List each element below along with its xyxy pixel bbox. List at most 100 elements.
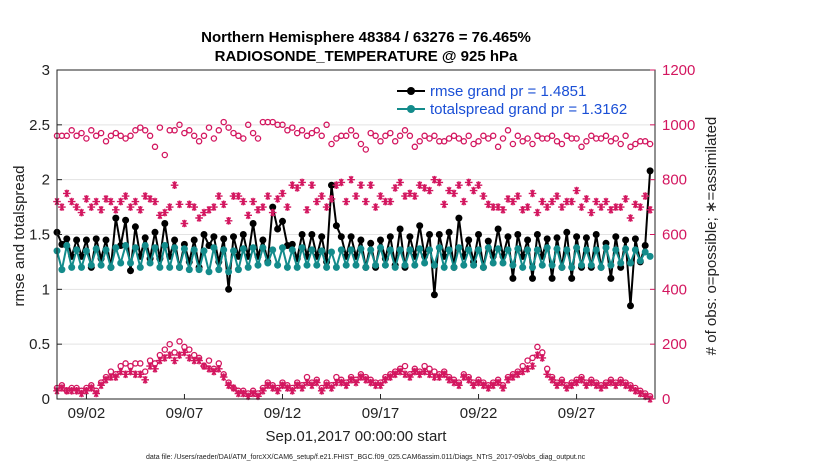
data-point-assimilated_obs [479, 192, 488, 200]
data-point-assimilated_obs_low [366, 378, 375, 387]
data-point-possible_obs [97, 129, 105, 137]
data-point-assimilated_obs [366, 181, 375, 189]
data-point-totalspread [416, 245, 424, 253]
data-point-assimilated_obs [616, 203, 625, 211]
data-point-assimilated_obs [357, 181, 365, 189]
data-point-rmse [288, 240, 296, 248]
data-point-rmse [347, 233, 355, 241]
data-point-totalspread [112, 244, 120, 252]
left-tick-label: 1 [42, 281, 50, 298]
data-point-assimilated_obs [141, 192, 149, 200]
data-point-assimilated_obs_low [58, 384, 66, 392]
left-tick-label: 3 [42, 62, 50, 79]
data-point-possible_obs [475, 138, 482, 145]
data-point-totalspread [220, 246, 228, 254]
data-point-possible_obs [450, 132, 458, 140]
data-point-assimilated_obs [126, 203, 135, 211]
data-point-totalspread [475, 246, 482, 254]
data-point-assimilated_obs_low [592, 381, 600, 390]
data-point-assimilated_obs_low [224, 381, 233, 390]
data-point-assimilated_obs [332, 181, 341, 189]
data-point-totalspread [318, 247, 326, 255]
data-point-totalspread [553, 245, 561, 253]
data-point-possible_obs [583, 138, 590, 145]
data-point-assimilated_obs_low [268, 384, 277, 392]
data-point-assimilated_obs [386, 197, 395, 206]
data-point-rmse [122, 216, 130, 224]
right-axis-label: # of obs: o=possible; ∗=assimilated [703, 117, 720, 356]
data-point-possible_obs [509, 140, 517, 148]
data-point-rmse [225, 285, 233, 293]
data-point-totalspread [352, 261, 360, 269]
data-point-assimilated_obs_low [631, 387, 640, 395]
data-point-possible_obs [83, 135, 90, 142]
left-y-axis-ticks: 0 0.5 1 1.5 2 2.5 3 [29, 62, 62, 408]
data-point-possible_obs [347, 127, 355, 134]
data-point-possible_obs_low [524, 357, 531, 364]
data-point-totalspread [205, 268, 213, 276]
data-point-assimilated_obs [415, 181, 424, 189]
data-point-totalspread [264, 259, 272, 267]
data-point-assimilated_obs_low [210, 367, 218, 376]
data-point-assimilated_obs_low [415, 370, 424, 379]
data-point-assimilated_obs_low [597, 384, 605, 392]
data-point-rmse [646, 167, 654, 175]
data-point-assimilated_obs_low [313, 378, 321, 387]
data-point-assimilated_obs_low [107, 373, 115, 381]
data-point-possible_obs [146, 132, 154, 140]
data-point-totalspread [303, 261, 311, 269]
data-point-totalspread [524, 246, 532, 254]
x-axis-ticks: 09/02 09/07 09/12 09/17 09/22 09/27 [68, 394, 595, 422]
series-assimilated_obs_low [53, 348, 654, 403]
data-point-assimilated_obs [607, 206, 615, 214]
data-point-assimilated_obs_low [131, 370, 140, 379]
data-point-totalspread [607, 261, 615, 269]
data-point-assimilated_obs_low [112, 373, 120, 381]
data-point-assimilated_obs_low [249, 389, 257, 398]
data-point-possible_obs_low [176, 338, 183, 345]
data-point-assimilated_obs [626, 214, 635, 222]
data-point-totalspread [573, 244, 581, 252]
data-point-possible_obs [558, 140, 566, 148]
data-point-totalspread [578, 261, 585, 269]
data-point-possible_obs [534, 132, 541, 140]
data-point-assimilated_obs [58, 203, 66, 211]
data-point-possible_obs [504, 127, 512, 134]
data-point-assimilated_obs_low [215, 365, 223, 373]
data-point-rmse [230, 233, 237, 241]
data-point-possible_obs [88, 127, 95, 134]
data-point-possible_obs [543, 135, 551, 142]
data-point-totalspread [117, 259, 125, 267]
data-point-possible_obs [416, 138, 423, 145]
data-point-rmse [631, 235, 639, 243]
data-point-rmse [73, 236, 81, 244]
data-point-rmse [504, 233, 512, 241]
data-point-rmse [274, 225, 282, 233]
data-point-rmse [494, 225, 502, 233]
x-tick-label: 09/07 [166, 405, 204, 422]
data-point-assimilated_obs_low [180, 348, 189, 357]
data-point-assimilated_obs [518, 206, 527, 214]
data-point-assimilated_obs [631, 200, 640, 209]
data-point-assimilated_obs_low [396, 367, 404, 376]
data-point-assimilated_obs [322, 203, 331, 211]
data-point-totalspread [450, 263, 458, 271]
data-point-assimilated_obs_low [136, 370, 145, 379]
data-point-possible_obs [195, 138, 203, 145]
data-point-totalspread [631, 246, 639, 254]
data-point-possible_obs [235, 132, 242, 140]
data-point-rmse [171, 236, 179, 244]
data-point-assimilated_obs_low [523, 365, 532, 373]
data-point-assimilated_obs [411, 192, 419, 200]
data-point-rmse [249, 220, 257, 227]
data-point-totalspread [484, 244, 492, 252]
data-point-possible_obs [524, 135, 531, 142]
left-tick-label: 0.5 [29, 336, 50, 353]
data-point-possible_obs [514, 132, 522, 140]
data-point-assimilated_obs_low [161, 354, 169, 362]
data-point-assimilated_obs_low [440, 370, 448, 379]
data-point-possible_obs [107, 132, 115, 140]
chart-subtitle: RADIOSONDE_TEMPERATURE @ 925 hPa [215, 48, 518, 65]
data-point-assimilated_obs [445, 186, 453, 195]
data-point-totalspread [386, 246, 394, 254]
